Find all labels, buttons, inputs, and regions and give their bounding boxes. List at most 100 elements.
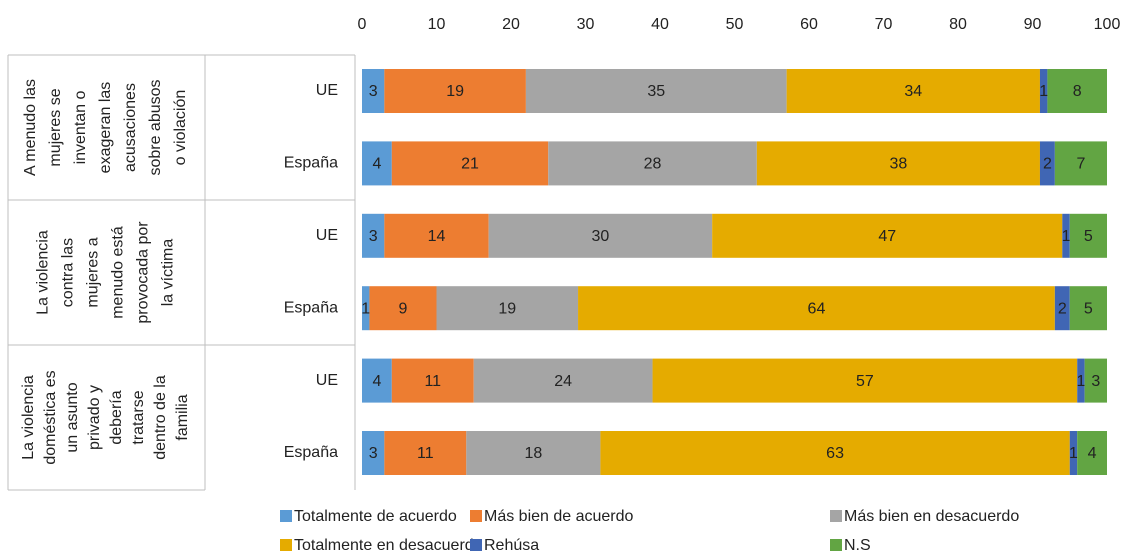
x-tick-label: 20 [502, 16, 520, 33]
x-tick-label: 40 [651, 16, 669, 33]
bar-segment [362, 286, 370, 331]
data-label: 64 [808, 300, 826, 317]
group-table [7, 54, 356, 491]
bar-segment [712, 213, 1063, 258]
group-label: exageran las [97, 82, 114, 174]
group-label: dentro de la [152, 375, 169, 460]
bar-segment [578, 286, 1055, 331]
group-label: privado y [86, 385, 103, 450]
bar-segment [362, 213, 385, 258]
group-label: doméstica es [42, 370, 59, 464]
data-label: 14 [428, 228, 446, 245]
group-label: o violación [172, 90, 189, 166]
legend-label: Más bien en desacuerdo [844, 508, 1019, 525]
bar-segment [1054, 141, 1107, 186]
bar-segment [525, 69, 787, 113]
data-label: 57 [856, 373, 874, 390]
group-label: A menudo las [22, 79, 39, 176]
y-tick-label: España [284, 155, 338, 172]
group-label: tratarse [130, 390, 147, 444]
bar-segment [488, 213, 713, 258]
bar-segment [391, 358, 474, 403]
bar-segment [384, 431, 467, 475]
data-label: 34 [904, 83, 922, 100]
bar-segment [652, 358, 1078, 403]
legend-label: Rehúsa [484, 537, 539, 554]
bar-segment [384, 213, 489, 258]
data-label: 4 [372, 156, 381, 173]
group-label: familia [174, 394, 191, 440]
data-label: 4 [372, 373, 381, 390]
data-label: 11 [424, 373, 441, 390]
group-label: acusaciones [122, 83, 139, 172]
group-label: provocada por [135, 221, 152, 324]
bar-segment [1077, 431, 1107, 475]
group-label: inventan o [72, 90, 89, 164]
legend-label: Totalmente de acuerdo [294, 508, 457, 525]
y-tick-label: España [284, 299, 338, 316]
data-label: 3 [1091, 373, 1100, 390]
data-label: 5 [1084, 300, 1093, 317]
data-label: 7 [1076, 156, 1085, 173]
bar-segment [1054, 286, 1070, 331]
data-label: 21 [461, 156, 479, 173]
x-tick-label: 100 [1094, 16, 1121, 33]
data-label: 3 [369, 445, 378, 462]
y-tick-label: UE [316, 372, 338, 389]
bar-segment [1047, 69, 1107, 113]
x-tick-label: 50 [726, 16, 744, 33]
data-label: 19 [446, 83, 464, 100]
bar-segment [756, 141, 1040, 186]
bar-segment [1069, 286, 1107, 331]
group-label: La violencia [35, 230, 52, 315]
bar-segment [1062, 213, 1070, 258]
bar-segment [362, 431, 385, 475]
data-label: 35 [647, 83, 665, 100]
bar-segment [1039, 141, 1055, 186]
data-label: 2 [1058, 300, 1067, 317]
legend-swatch [470, 510, 482, 522]
legend-label: N.S [844, 537, 871, 554]
data-label: 1 [1069, 445, 1078, 462]
x-tick-label: 60 [800, 16, 818, 33]
x-tick-label: 80 [949, 16, 967, 33]
bar-segment [1069, 213, 1107, 258]
bar-segment [384, 69, 526, 113]
data-label: 1 [1039, 83, 1048, 100]
data-label: 3 [369, 228, 378, 245]
group-label: menudo está [110, 226, 127, 319]
group-label: mujeres se [47, 88, 64, 166]
bar-segment [466, 431, 601, 475]
group-label: contra las [60, 238, 77, 307]
y-tick-label: UE [316, 227, 338, 244]
group-label: sobre abusos [147, 79, 164, 175]
data-label: 1 [361, 300, 370, 317]
data-label: 38 [890, 156, 908, 173]
x-tick-label: 0 [358, 16, 367, 33]
data-label: 28 [644, 156, 662, 173]
data-label: 4 [1088, 445, 1097, 462]
bar-segment [391, 141, 549, 186]
group-label: debería [108, 390, 125, 444]
data-label: 19 [498, 300, 516, 317]
bar-segment [548, 141, 757, 186]
x-tick-label: 10 [428, 16, 446, 33]
data-label: 3 [369, 83, 378, 100]
bar-segment [600, 431, 1070, 475]
bar-segment [362, 141, 392, 186]
data-label: 1 [1062, 228, 1071, 245]
group-label: un asunto [64, 382, 81, 452]
bar-segment [369, 286, 437, 331]
bar-segment [362, 358, 392, 403]
legend-swatch [830, 510, 842, 522]
group-label: la víctima [160, 239, 177, 307]
legend-swatch [470, 539, 482, 551]
bar-segment [1084, 358, 1107, 403]
legend-swatch [830, 539, 842, 551]
data-label: 18 [524, 445, 542, 462]
y-tick-label: UE [316, 82, 338, 99]
data-label: 30 [592, 228, 610, 245]
data-label: 63 [826, 445, 844, 462]
data-label: 11 [417, 445, 434, 462]
